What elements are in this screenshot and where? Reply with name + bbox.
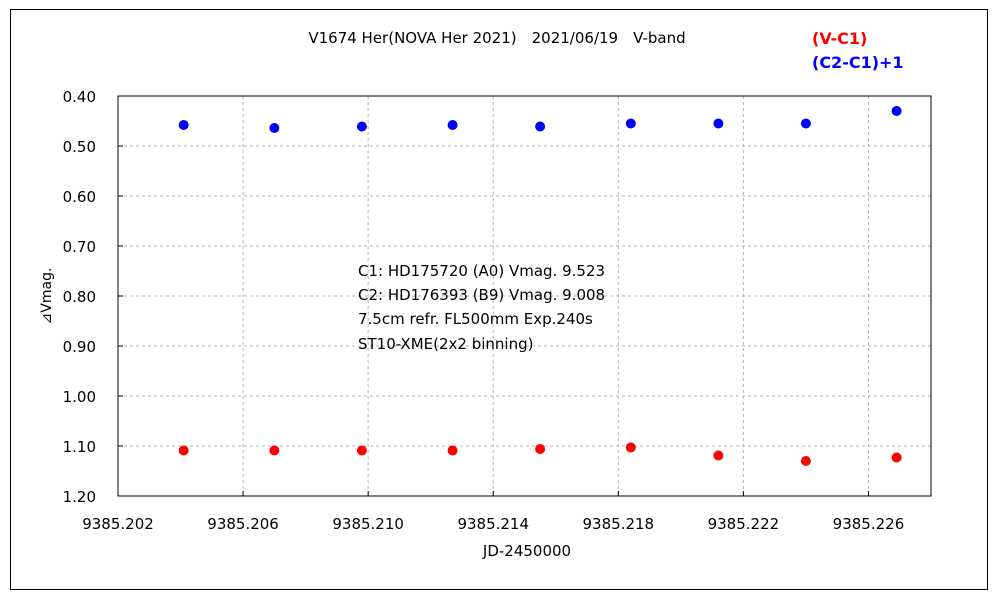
legend: (V-C1) (C2-C1)+1 (812, 29, 904, 72)
data-point-v-c1 (447, 445, 458, 456)
y-tick-label: 0.40 (63, 88, 96, 106)
annotation-telescope: 7.5cm refr. FL500mm Exp.240s (358, 310, 593, 328)
data-point-c2-c1 (800, 118, 811, 129)
data-point-c2-c1 (447, 120, 458, 130)
annotation-c1: C1: HD175720 (A0) Vmag. 9.523 (358, 262, 605, 280)
data-point-v-c1 (178, 445, 189, 456)
data-point-v-c1 (535, 444, 546, 454)
y-tick-label: 1.00 (63, 388, 96, 406)
x-tick-label: 9385.218 (583, 515, 655, 533)
x-tick-label: 9385.226 (833, 515, 905, 533)
data-point-v-c1 (269, 445, 280, 456)
y-tick-label: 0.90 (63, 338, 96, 356)
x-tick-label: 9385.206 (207, 515, 279, 533)
data-point-v-c1 (625, 442, 636, 453)
chart-frame (10, 9, 988, 590)
x-tick-label: 9385.202 (82, 515, 154, 533)
y-tick-label: 1.20 (63, 488, 96, 506)
legend-entry-c2-c1: (C2-C1)+1 (812, 53, 904, 72)
grid (118, 96, 931, 496)
annotation-camera: ST10-XME(2x2 binning) (358, 335, 533, 353)
data-point-v-c1 (713, 450, 724, 461)
x-axis-ticks: 9385.202 9385.206 9385.210 9385.214 9385.218… (82, 491, 904, 533)
data-point-v-c1 (800, 456, 811, 466)
legend-entry-v-c1: (V-C1) (812, 29, 867, 48)
data-point-v-c1 (356, 445, 367, 456)
data-point-c2-c1 (356, 121, 367, 132)
y-tick-label: 1.10 (63, 438, 96, 456)
data-point-c2-c1 (178, 120, 189, 130)
data-points (178, 106, 902, 466)
x-tick-label: 9385.210 (332, 515, 404, 533)
data-point-v-c1 (891, 452, 902, 463)
x-tick-label: 9385.214 (457, 515, 529, 533)
data-point-c2-c1 (269, 123, 280, 133)
data-point-c2-c1 (625, 118, 636, 129)
annotation-c2: C2: HD176393 (B9) Vmag. 9.008 (358, 286, 605, 304)
x-axis-label: JD-2450000 (482, 542, 571, 560)
y-axis-label: ⊿Vmag. (39, 268, 55, 325)
x-tick-label: 9385.222 (708, 515, 780, 533)
y-axis-ticks: 0.40 0.50 0.60 0.70 0.80 0.90 1.00 1.10 1.20 (63, 88, 123, 506)
data-point-c2-c1 (713, 118, 724, 129)
y-tick-label: 0.70 (63, 238, 96, 256)
y-tick-label: 0.60 (63, 188, 96, 206)
data-point-c2-c1 (535, 121, 546, 132)
data-point-c2-c1 (891, 106, 902, 116)
chart-title: V1674 Her(NOVA Her 2021) 2021/06/19 V-ba… (308, 29, 685, 47)
y-tick-label: 0.80 (63, 288, 96, 306)
annotation-block: C1: HD175720 (A0) Vmag. 9.523 C2: HD1763… (358, 262, 605, 353)
y-tick-label: 0.50 (63, 138, 96, 156)
